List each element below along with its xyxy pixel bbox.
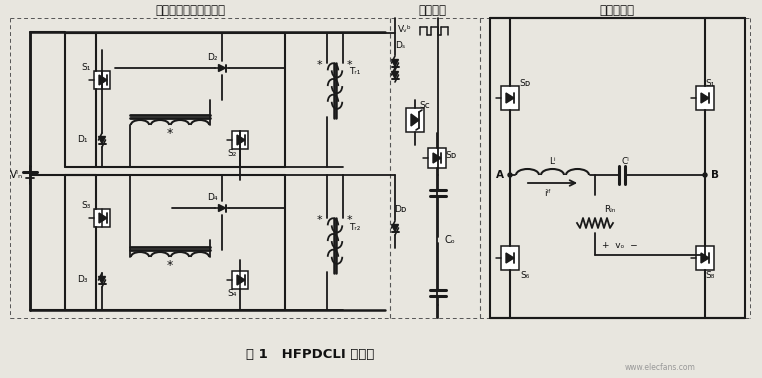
- Text: www.elecfans.com: www.elecfans.com: [625, 363, 696, 372]
- Polygon shape: [237, 135, 245, 145]
- Text: 全桥逆变器: 全桥逆变器: [600, 3, 635, 17]
- Text: Dᴅ: Dᴅ: [394, 206, 406, 214]
- Text: A: A: [496, 170, 504, 180]
- Text: S₄: S₄: [227, 290, 237, 299]
- Text: Sᴄ: Sᴄ: [420, 101, 431, 110]
- Text: Tᵣ₂: Tᵣ₂: [349, 223, 360, 231]
- Text: *: *: [346, 215, 352, 225]
- Bar: [232, 131, 248, 149]
- Text: *: *: [316, 215, 322, 225]
- Text: Cⁱ: Cⁱ: [621, 156, 629, 166]
- Text: S₈: S₈: [706, 271, 715, 280]
- Polygon shape: [219, 65, 226, 71]
- Polygon shape: [237, 275, 245, 285]
- Circle shape: [508, 173, 512, 177]
- Bar: [501, 246, 519, 270]
- Text: 交错并联正激变换电路: 交错并联正激变换电路: [155, 3, 225, 17]
- Polygon shape: [701, 93, 709, 103]
- Text: Cₒ: Cₒ: [444, 235, 456, 245]
- Text: B: B: [711, 170, 719, 180]
- Polygon shape: [392, 225, 399, 231]
- Text: iⁱᶠ: iⁱᶠ: [544, 189, 551, 197]
- Text: +  vₒ  −: + vₒ −: [602, 240, 638, 249]
- Polygon shape: [433, 153, 441, 163]
- Bar: [696, 246, 714, 270]
- Polygon shape: [392, 59, 399, 67]
- Text: *: *: [316, 60, 322, 70]
- Bar: [94, 71, 110, 89]
- Text: Vᴵₙ: Vᴵₙ: [9, 170, 23, 180]
- Text: Dₛ: Dₛ: [395, 40, 405, 50]
- Text: Rₗₙ: Rₗₙ: [604, 206, 616, 214]
- Text: 图 1   HFPDCLI 电路图: 图 1 HFPDCLI 电路图: [246, 349, 374, 361]
- Polygon shape: [392, 71, 399, 79]
- Circle shape: [703, 173, 707, 177]
- Text: S₁: S₁: [82, 64, 91, 73]
- Bar: [232, 271, 248, 289]
- Text: D₄: D₄: [207, 194, 217, 203]
- Polygon shape: [506, 93, 514, 103]
- Text: Tᵣ₁: Tᵣ₁: [349, 68, 360, 76]
- Polygon shape: [219, 204, 226, 212]
- Polygon shape: [99, 213, 107, 223]
- Polygon shape: [98, 136, 105, 144]
- Polygon shape: [506, 253, 514, 263]
- Text: *: *: [167, 259, 173, 271]
- Text: S₂: S₂: [227, 150, 237, 158]
- Text: Sᴅ: Sᴅ: [445, 150, 456, 160]
- Text: S₁: S₁: [706, 79, 715, 87]
- Text: D₃: D₃: [77, 276, 88, 285]
- Bar: [406, 108, 424, 132]
- Text: S₃: S₃: [82, 201, 91, 211]
- Polygon shape: [701, 253, 709, 263]
- Text: Lⁱ: Lⁱ: [549, 156, 555, 166]
- Text: *: *: [167, 127, 173, 139]
- Bar: [696, 86, 714, 110]
- Bar: [501, 86, 519, 110]
- Text: Vᵥᵇ: Vᵥᵇ: [399, 25, 412, 34]
- Polygon shape: [411, 114, 419, 126]
- Text: D₁: D₁: [77, 135, 88, 144]
- Text: *: *: [346, 60, 352, 70]
- Text: 吸收电路: 吸收电路: [418, 3, 446, 17]
- Polygon shape: [98, 276, 105, 284]
- Text: Sᴅ: Sᴅ: [520, 79, 530, 87]
- Bar: [428, 148, 446, 168]
- Text: D₂: D₂: [207, 54, 217, 62]
- Polygon shape: [99, 75, 107, 85]
- Text: S₆: S₆: [520, 271, 530, 280]
- Bar: [94, 209, 110, 227]
